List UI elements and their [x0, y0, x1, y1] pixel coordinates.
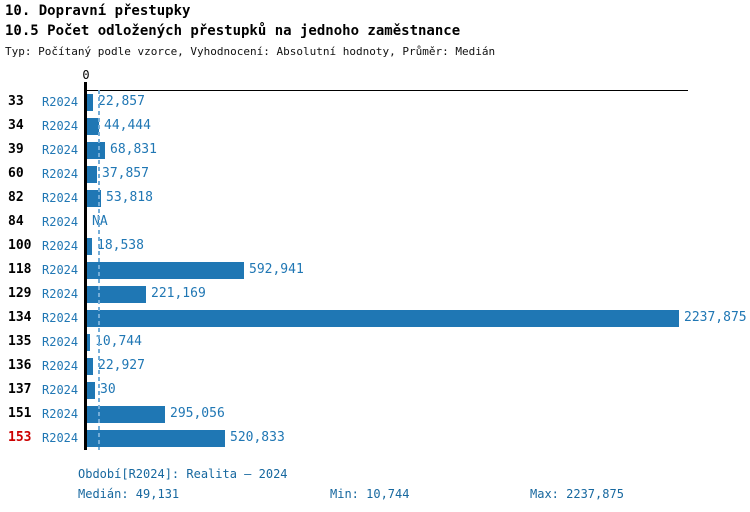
- value-label: 30: [100, 382, 116, 397]
- row-period-label: R2024: [42, 167, 79, 181]
- value-bar: [87, 334, 90, 351]
- value-label: 18,538: [97, 238, 144, 253]
- row-index-label: 129: [8, 286, 32, 301]
- value-label: 592,941: [249, 262, 304, 277]
- row-period-label: R2024: [42, 359, 79, 373]
- chart-row: 33 R2024 22,857: [0, 90, 750, 114]
- chart-row: 84R2024NA: [0, 210, 750, 234]
- row-index-label: 82: [8, 190, 24, 205]
- value-bar: [87, 190, 101, 207]
- value-bar: [87, 94, 93, 111]
- chart-title: 10.5 Počet odložených přestupků na jedno…: [5, 23, 461, 39]
- chart-row: 39 R2024 68,831: [0, 138, 750, 162]
- row-period-label: R2024: [42, 383, 79, 397]
- row-index-label: 153: [8, 430, 32, 445]
- axis-zero-tick-label: 0: [82, 68, 90, 82]
- row-period-label: R2024: [42, 239, 79, 253]
- axis-zero-line: [84, 82, 87, 450]
- value-label: 68,831: [110, 142, 157, 157]
- footer-period-label: Období[R2024]: Realita – 2024: [78, 467, 288, 481]
- row-period-label: R2024: [42, 311, 79, 325]
- row-period-label: R2024: [42, 287, 79, 301]
- value-bar: [87, 430, 225, 447]
- chart-row: 134 R2024 2237,875: [0, 306, 750, 330]
- value-bar: [87, 382, 95, 399]
- value-bar: [87, 118, 99, 135]
- row-index-label: 100: [8, 238, 32, 253]
- row-index-label: 33: [8, 94, 24, 109]
- row-index-label: 134: [8, 310, 32, 325]
- chart-row: 82 R2024 53,818: [0, 186, 750, 210]
- row-period-label: R2024: [42, 263, 79, 277]
- row-period-label: R2024: [42, 95, 79, 109]
- value-bar: [87, 262, 244, 279]
- row-period-label: R2024: [42, 119, 79, 133]
- page-title: 10. Dopravní přestupky: [5, 3, 191, 19]
- value-label: 520,833: [230, 430, 285, 445]
- value-bar: [87, 142, 105, 159]
- chart-row: 151 R2024 295,056: [0, 402, 750, 426]
- value-label: 295,056: [170, 406, 225, 421]
- row-index-label: 136: [8, 358, 32, 373]
- footer-median-label: Medián: 49,131: [78, 487, 180, 501]
- chart-row: 100 R2024 18,538: [0, 234, 750, 258]
- value-label: 37,857: [102, 166, 149, 181]
- value-bar: [87, 310, 679, 327]
- axis-top-line: [85, 90, 688, 91]
- chart-meta-line: Typ: Počítaný podle vzorce, Vyhodnocení:…: [5, 45, 496, 58]
- row-period-label: R2024: [42, 431, 79, 445]
- row-period-label: R2024: [42, 143, 79, 157]
- row-period-label: R2024: [42, 335, 79, 349]
- chart-rows: 33 R2024 22,857 34 R2024 44,444 39 R2024 68,831 6…: [0, 90, 750, 450]
- chart-row: 60 R2024 37,857: [0, 162, 750, 186]
- chart-row: 129 R2024 221,169: [0, 282, 750, 306]
- row-index-label: 135: [8, 334, 32, 349]
- value-label: 2237,875: [684, 310, 747, 325]
- value-label: 53,818: [106, 190, 153, 205]
- row-index-label: 151: [8, 406, 32, 421]
- chart-row: 136 R2024 22,927: [0, 354, 750, 378]
- chart-row: 137 R2024 30: [0, 378, 750, 402]
- row-index-label: 60: [8, 166, 24, 181]
- row-period-label: R2024: [42, 215, 79, 229]
- row-period-label: R2024: [42, 407, 79, 421]
- value-bar: [87, 358, 93, 375]
- footer-max-label: Max: 2237,875: [530, 487, 624, 501]
- row-period-label: R2024: [42, 191, 79, 205]
- footer-min-label: Min: 10,744: [330, 487, 410, 501]
- row-index-label: 84: [8, 214, 24, 229]
- chart-row: 153 R2024 520,833: [0, 426, 750, 450]
- chart-row: 34 R2024 44,444: [0, 114, 750, 138]
- value-bar: [87, 238, 92, 255]
- value-bar: [87, 166, 97, 183]
- chart-row: 118 R2024 592,941: [0, 258, 750, 282]
- row-index-label: 39: [8, 142, 24, 157]
- value-label: 44,444: [104, 118, 151, 133]
- row-index-label: 34: [8, 118, 24, 133]
- value-bar: [87, 406, 165, 423]
- value-label: 22,927: [98, 358, 145, 373]
- value-label: 10,744: [95, 334, 142, 349]
- row-index-label: 137: [8, 382, 32, 397]
- row-index-label: 118: [8, 262, 32, 277]
- median-dashed-line: [98, 90, 100, 450]
- value-label: 221,169: [151, 286, 206, 301]
- value-label: 22,857: [98, 94, 145, 109]
- value-bar: [87, 286, 146, 303]
- chart-row: 135 R2024 10,744: [0, 330, 750, 354]
